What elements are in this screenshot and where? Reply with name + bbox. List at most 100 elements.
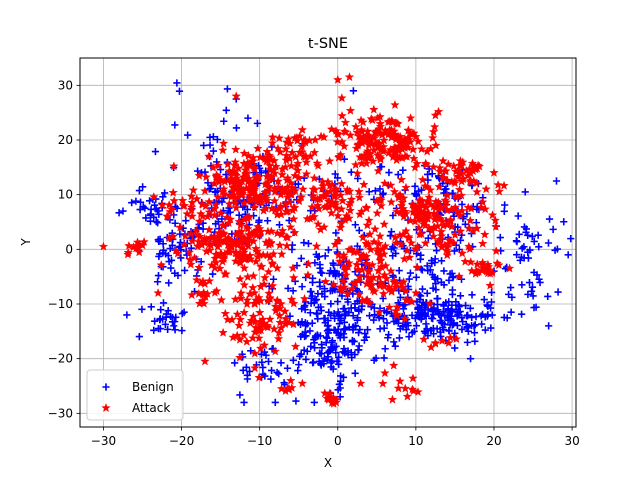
attack-point [274,327,284,337]
attack-point [430,337,441,347]
benign-point [331,314,339,322]
attack-point [355,378,366,388]
benign-point [453,312,461,320]
benign-point [115,209,123,217]
benign-point [399,166,407,174]
attack-point [242,336,252,346]
attack-point [396,200,406,210]
attack-point [175,222,185,232]
benign-point [344,347,352,355]
benign-point [455,302,463,310]
attack-point [230,294,241,304]
x-tick-label: 20 [486,434,501,448]
x-axis-ticks: −30 −20 −10 0 10 20 30 [91,427,580,448]
attack-point [339,252,349,262]
benign-point [320,285,329,293]
attack-point [283,187,294,197]
benign-point [545,322,553,330]
attack-point [410,244,421,254]
benign-point [365,312,374,320]
attack-point [314,193,325,203]
attack-point [412,262,423,272]
attack-point [249,229,259,239]
attack-point [407,384,418,394]
attack-point [204,276,215,286]
benign-point [507,283,515,292]
benign-point [151,147,160,156]
attack-point [184,247,195,257]
benign-point [351,221,359,229]
benign-point [344,298,352,306]
benign-point [405,275,413,283]
attack-point [188,185,199,195]
attack-point [413,208,423,218]
attack-point [230,157,240,167]
attack-point [377,130,387,140]
attack-point [431,140,441,150]
attack-point [320,276,331,286]
benign-point [349,87,357,95]
attack-point [192,194,202,204]
benign-point [157,306,165,314]
benign-point [444,305,452,313]
benign-point [339,305,347,313]
benign-point [243,371,251,379]
attack-point [424,192,434,202]
benign-point [454,308,463,317]
attack-point [333,235,343,245]
attack-point [344,244,354,254]
attack-point [448,238,459,248]
benign-point [418,285,427,293]
attack-point [260,187,270,197]
attack-point [294,131,305,141]
attack-point [187,236,198,246]
attack-point [384,282,394,292]
benign-point [508,293,516,301]
attack-point [491,246,501,256]
attack-point [199,298,209,308]
attack-point [217,256,228,266]
attack-point [402,245,412,255]
attack-point [218,138,229,148]
benign-point [300,346,308,354]
benign-point [552,177,561,185]
attack-point [283,173,293,183]
benign-point [376,185,384,193]
attack-point [186,202,197,212]
attack-point [260,272,270,282]
benign-point [212,220,220,228]
attack-point [417,174,428,184]
benign-point [530,237,538,245]
attack-point [239,307,249,317]
attack-point [179,239,190,249]
benign-point [422,320,430,328]
benign-point [271,398,279,406]
attack-point [492,258,502,268]
benign-point [387,228,396,236]
attack-point [445,332,456,342]
attack-point [195,231,205,241]
benign-point [423,289,431,297]
attack-point [365,149,375,159]
benign-point [136,206,144,214]
benign-point [151,317,159,325]
attack-point [204,207,215,217]
benign-point [323,334,331,342]
benign-point [150,201,159,209]
attack-point [434,213,444,223]
attack-point [395,207,406,217]
attack-point [375,118,385,128]
attack-point [395,376,405,386]
attack-point [360,153,371,163]
benign-point [428,271,437,279]
benign-point [394,170,402,179]
benign-point [462,320,470,328]
benign-point [226,208,234,216]
attack-point [466,203,476,213]
attack-point [326,124,337,134]
attack-point [378,288,389,298]
attack-point [219,229,229,239]
benign-point [487,324,495,332]
benign-point [293,262,301,270]
attack-point [305,213,315,223]
